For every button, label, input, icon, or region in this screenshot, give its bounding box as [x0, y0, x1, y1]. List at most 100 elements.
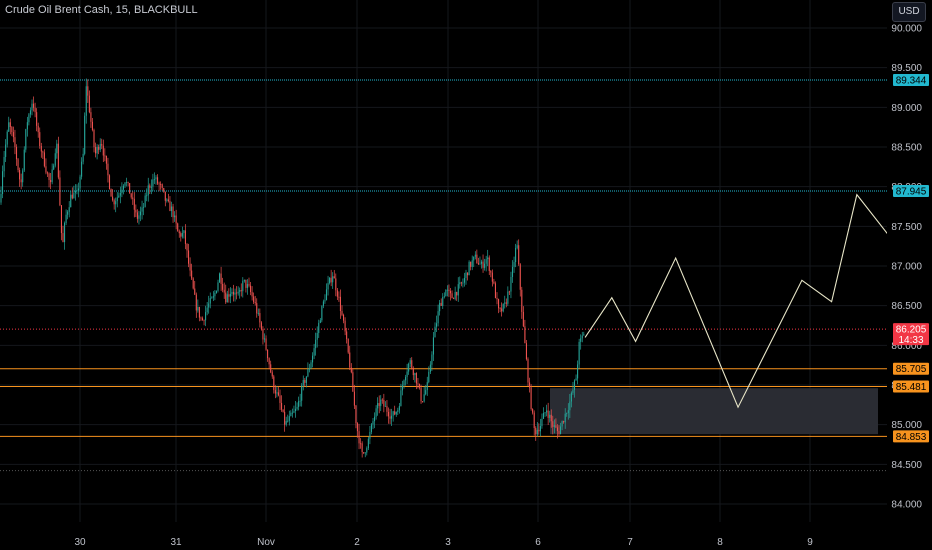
candle-body [569, 401, 571, 411]
projection-path [584, 86, 924, 409]
candle-body [141, 207, 143, 212]
candle-body [511, 266, 514, 277]
level-price-text: 89.344 [896, 76, 927, 87]
candle-body [401, 385, 403, 391]
candle-body [12, 132, 14, 138]
candle-body [65, 214, 67, 224]
candle-body [502, 303, 504, 312]
candle-body [31, 103, 33, 111]
currency-button[interactable]: USD [892, 2, 926, 22]
candle-body [122, 185, 124, 190]
candle-body [153, 179, 155, 181]
candle-body [290, 412, 292, 417]
candle-body [423, 394, 425, 402]
candle-body [325, 289, 328, 301]
candle-body [538, 429, 540, 432]
candle-body [192, 278, 194, 289]
candle-body [51, 169, 53, 183]
candle-body [81, 161, 83, 177]
candle-body [39, 132, 41, 147]
candle-body [339, 296, 341, 311]
candle-body [392, 411, 394, 416]
candle-body [451, 293, 453, 299]
candle-body [267, 349, 269, 359]
candle-body [353, 391, 355, 406]
candle-body [566, 412, 568, 414]
candle-body [64, 223, 66, 243]
candle-body [127, 182, 129, 184]
candle-body [167, 199, 169, 202]
candle-body [467, 272, 469, 276]
candle-body [398, 406, 400, 411]
candle-body [149, 185, 151, 188]
candle-body [203, 320, 205, 322]
candle-body [287, 420, 289, 422]
candle-body [250, 285, 252, 293]
candle-body [37, 125, 39, 133]
level-price-tag [893, 362, 929, 375]
candle-body [487, 257, 489, 260]
candle-body [364, 452, 366, 454]
candle-body [234, 292, 236, 295]
candle-body [178, 231, 180, 234]
candle-body [175, 215, 177, 224]
candlestick-series [0, 78, 585, 458]
candle-body [19, 169, 21, 180]
candle-body [386, 406, 388, 412]
candle-body [561, 421, 563, 427]
candle-body [11, 127, 13, 133]
candle-body [406, 371, 408, 378]
candle-body [549, 414, 551, 418]
candle-body [580, 338, 582, 342]
candle-body [291, 412, 293, 414]
candle-body [186, 243, 188, 251]
candle-body [560, 426, 562, 435]
candle-body [88, 95, 90, 113]
candle-body [28, 114, 30, 123]
candle-body [217, 282, 219, 291]
candle-body [322, 301, 324, 306]
candle-body [332, 276, 334, 283]
candle-body [302, 379, 304, 386]
candle-body [130, 193, 132, 198]
candle-body [1, 171, 4, 194]
candle-body [573, 380, 576, 390]
time-axis[interactable]: 30 31 Nov 2 3 6 7 8 9 [0, 528, 932, 550]
candle-body [29, 110, 31, 115]
candle-body [282, 409, 284, 412]
candle-body [374, 416, 376, 422]
candle-body [496, 297, 498, 300]
candle-body [494, 283, 496, 298]
price-axis[interactable]: 90.00089.50089.00088.50088.00087.50087.0… [887, 0, 932, 550]
candle-body [350, 367, 352, 373]
candle-body [312, 355, 314, 363]
candle-body [454, 292, 456, 299]
candle-body [74, 190, 76, 193]
candle-body [516, 245, 518, 248]
candle-body [215, 290, 217, 294]
candle-body [34, 107, 36, 113]
level-price-tag [893, 74, 929, 87]
candle-body [510, 276, 512, 292]
candle-body [529, 382, 531, 388]
candle-body [60, 205, 62, 234]
candle-body [108, 175, 111, 189]
candle-body [194, 288, 196, 295]
candle-body [301, 385, 303, 401]
candle-body [355, 405, 357, 424]
candle-body [211, 297, 213, 299]
candle-body [564, 413, 566, 423]
y-tick-label: 89.000 [891, 103, 922, 114]
candle-body [477, 263, 479, 265]
candle-body [436, 323, 438, 327]
candle-body [304, 379, 306, 383]
y-tick-label: 85.000 [891, 420, 922, 431]
y-tick-label: 86.500 [891, 301, 922, 312]
candle-body [112, 196, 114, 201]
y-tick-label: 87.000 [891, 262, 922, 273]
candle-body [403, 380, 405, 386]
candle-body [8, 122, 10, 132]
candle-body [539, 426, 541, 432]
candle-body [259, 313, 261, 323]
